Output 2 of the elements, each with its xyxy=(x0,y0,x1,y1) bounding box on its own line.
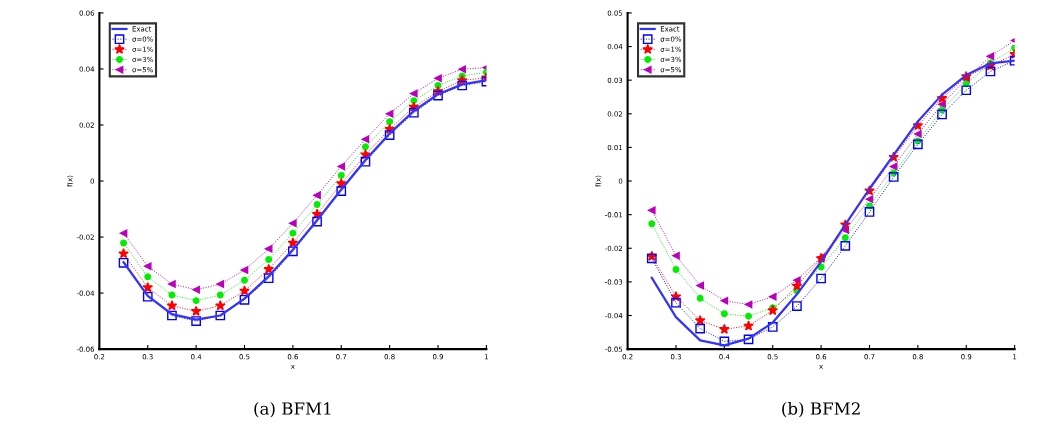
text: (a) BFM1 xyxy=(254,401,331,418)
text: (b) BFM2 xyxy=(782,401,860,418)
